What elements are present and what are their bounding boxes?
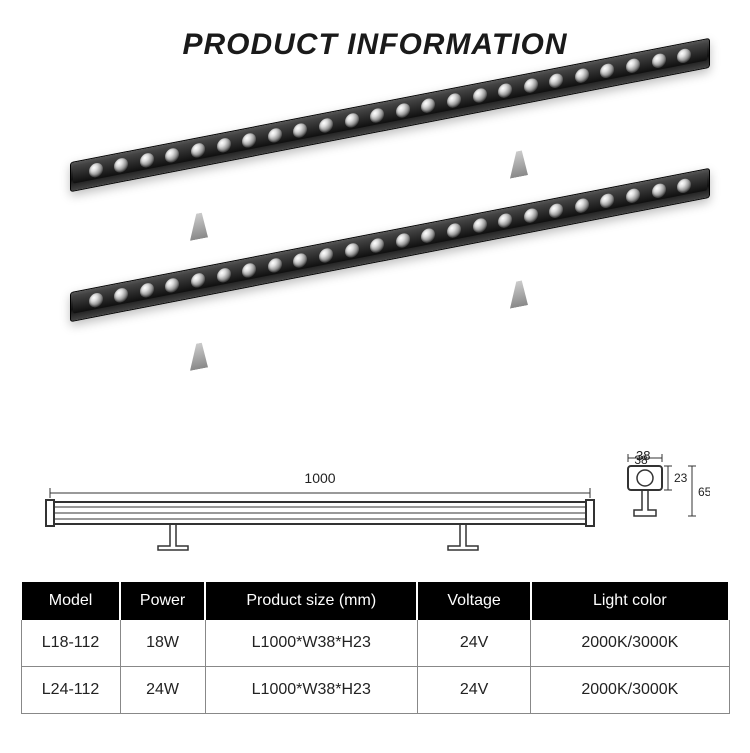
led-icon xyxy=(677,177,691,194)
led-icon xyxy=(600,62,614,79)
led-icon xyxy=(421,97,435,114)
svg-text:23: 23 xyxy=(674,471,688,485)
led-icon xyxy=(575,67,589,84)
table-row: L24-11224WL1000*W38*H2324V2000K/3000K xyxy=(21,667,729,714)
led-icon xyxy=(89,162,103,179)
led-icon xyxy=(626,57,640,74)
led-icon xyxy=(396,232,410,249)
led-icon xyxy=(242,262,256,279)
led-icon xyxy=(268,257,282,274)
led-icon xyxy=(114,287,128,304)
led-icon xyxy=(677,47,691,64)
side-view-svg xyxy=(40,488,600,558)
led-icon xyxy=(549,202,563,219)
led-icon xyxy=(498,82,512,99)
led-icon xyxy=(319,247,333,264)
led-icon xyxy=(268,127,282,144)
led-icon xyxy=(447,222,461,239)
front-view-svg: 38 23 65 xyxy=(620,452,710,552)
led-icon xyxy=(165,277,179,294)
table-header-cell: Model xyxy=(21,581,120,620)
table-header-cell: Power xyxy=(120,581,205,620)
mount-bracket xyxy=(190,341,208,370)
mount-bracket xyxy=(510,149,528,178)
table-cell: 18W xyxy=(120,620,205,667)
table-cell: 24V xyxy=(417,620,530,667)
table-cell: 2000K/3000K xyxy=(531,620,729,667)
product-image xyxy=(0,80,750,440)
table-header-cell: Product size (mm) xyxy=(205,581,417,620)
table-header-cell: Voltage xyxy=(417,581,530,620)
led-icon xyxy=(447,92,461,109)
led-icon xyxy=(242,132,256,149)
mount-bracket xyxy=(190,211,208,240)
table-cell: 2000K/3000K xyxy=(531,667,729,714)
led-icon xyxy=(421,227,435,244)
led-icon xyxy=(217,137,231,154)
dimension-diagram: 1000 38 23 xyxy=(0,440,750,570)
led-icon xyxy=(473,217,487,234)
spec-body: L18-11218WL1000*W38*H2324V2000K/3000KL24… xyxy=(21,620,729,714)
led-icon xyxy=(191,272,205,289)
table-row: L18-11218WL1000*W38*H2324V2000K/3000K xyxy=(21,620,729,667)
led-icon xyxy=(575,197,589,214)
led-icon xyxy=(652,182,666,199)
led-icon xyxy=(524,207,538,224)
led-icon xyxy=(293,122,307,139)
table-cell: 24W xyxy=(120,667,205,714)
led-icon xyxy=(600,192,614,209)
dim-length-label: 1000 xyxy=(40,470,600,486)
mount-bracket xyxy=(510,279,528,308)
dim-width-label: 38 xyxy=(636,448,650,463)
led-icon xyxy=(140,282,154,299)
table-header-cell: Light color xyxy=(531,581,729,620)
led-icon xyxy=(114,157,128,174)
led-icon xyxy=(524,77,538,94)
led-icon xyxy=(626,187,640,204)
table-cell: L1000*W38*H23 xyxy=(205,667,417,714)
led-icon xyxy=(473,87,487,104)
led-icon xyxy=(140,152,154,169)
led-icon xyxy=(217,267,231,284)
spec-table: ModelPowerProduct size (mm)VoltageLight … xyxy=(20,580,730,714)
led-icon xyxy=(549,72,563,89)
svg-text:65: 65 xyxy=(698,485,710,499)
table-cell: 24V xyxy=(417,667,530,714)
led-icon xyxy=(370,237,384,254)
table-cell: L18-112 xyxy=(21,620,120,667)
led-icon xyxy=(191,142,205,159)
led-icon xyxy=(345,242,359,259)
led-icon xyxy=(319,117,333,134)
led-icon xyxy=(370,107,384,124)
led-icon xyxy=(396,102,410,119)
table-cell: L24-112 xyxy=(21,667,120,714)
led-icon xyxy=(89,292,103,309)
table-cell: L1000*W38*H23 xyxy=(205,620,417,667)
led-icon xyxy=(345,112,359,129)
spec-header-row: ModelPowerProduct size (mm)VoltageLight … xyxy=(21,581,729,620)
led-icon xyxy=(652,52,666,69)
led-icon xyxy=(293,252,307,269)
led-icon xyxy=(165,147,179,164)
led-icon xyxy=(498,212,512,229)
